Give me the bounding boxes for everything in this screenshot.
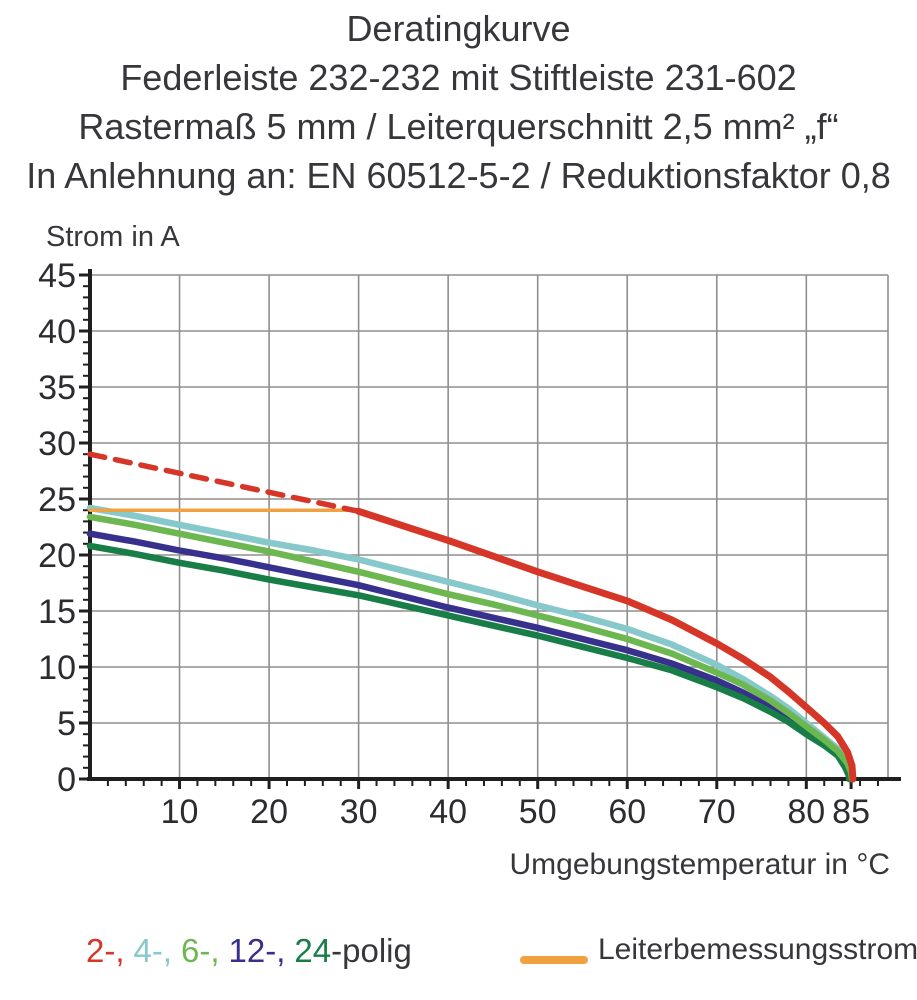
- x-tick-label: 85: [832, 793, 870, 831]
- series-curve-2polig: [355, 507, 857, 783]
- x-tick-label: 80: [787, 793, 825, 831]
- y-tick-label: 35: [38, 369, 76, 407]
- chart-title: Deratingkurve: [346, 8, 571, 49]
- chart-subtitle-spec: Rastermaß 5 mm / Leiterquerschnitt 2,5 m…: [78, 106, 839, 147]
- x-tick-label: 70: [698, 793, 736, 831]
- y-tick-label: 30: [38, 425, 76, 463]
- chart-subtitle-norm: In Anlehnung an: EN 60512-5-2 / Reduktio…: [26, 155, 891, 196]
- rated-current-swatch: [520, 956, 588, 964]
- y-tick-label: 45: [38, 257, 76, 295]
- x-tick-label: 30: [340, 793, 378, 831]
- legend-pole-label: 12-,: [228, 932, 286, 969]
- y-tick-label: 15: [38, 593, 76, 631]
- legend-pole-label: 2-,: [86, 932, 125, 969]
- y-tick-label: 40: [38, 313, 76, 351]
- rated-current-label: Leiterbemessungsstrom: [598, 933, 917, 966]
- x-axis-title: Umgebungstemperatur in °C: [509, 848, 890, 881]
- y-tick-label: 25: [38, 481, 76, 519]
- title-block: Deratingkurve Federleiste 232-232 mit St…: [0, 4, 917, 200]
- x-tick-label: 50: [519, 793, 557, 831]
- x-tick-label: 20: [250, 793, 288, 831]
- series-curve-6polig: [86, 513, 856, 783]
- legend-poles-suffix: -polig: [331, 932, 412, 969]
- y-tick-label: 5: [57, 705, 76, 743]
- legend-pole-label: 4-,: [133, 932, 173, 969]
- y-tick-label: 10: [38, 649, 76, 687]
- x-tick-label: 10: [161, 793, 199, 831]
- legend-pole-label: 6-,: [181, 932, 220, 969]
- x-tick-label: 40: [429, 793, 467, 831]
- y-tick-label: 20: [38, 537, 76, 575]
- series-curve-24polig: [86, 542, 853, 783]
- legend-poles: 2-, 4-, 6-, 12-, 24-polig: [86, 932, 412, 970]
- y-axis-title: Strom in A: [46, 221, 180, 253]
- series-curve-2polig-limit-dashed: [87, 451, 362, 515]
- legend-pole-label: 24: [294, 932, 332, 969]
- chart-subtitle-product: Federleiste 232-232 mit Stiftleiste 231-…: [120, 57, 797, 98]
- x-tick-label: 60: [608, 793, 646, 831]
- y-tick-label: 0: [57, 761, 76, 799]
- derating-chart-plot: 0 5 10 15 20 25 30 35 40 45 10 20 30 40 50 60 70 80 85: [38, 257, 901, 831]
